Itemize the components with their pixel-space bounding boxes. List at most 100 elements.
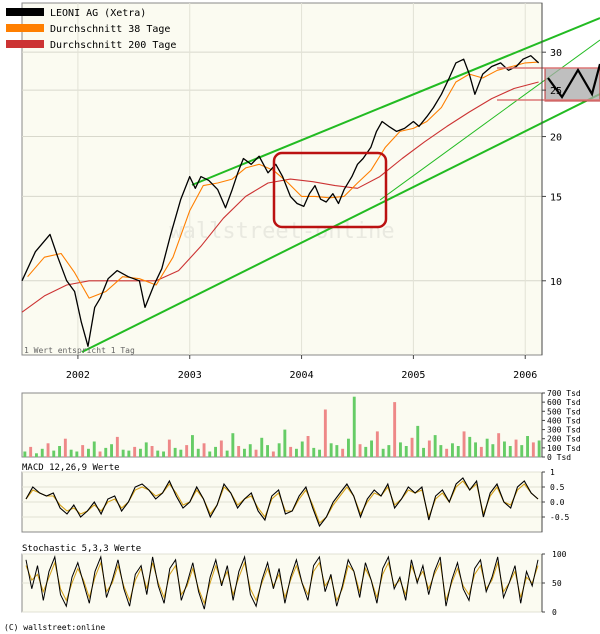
volume-bar bbox=[58, 446, 61, 457]
legend-swatch-1 bbox=[6, 24, 44, 32]
volume-bar bbox=[75, 451, 79, 457]
volume-bar bbox=[404, 446, 408, 457]
volume-bar bbox=[139, 448, 142, 457]
volume-bar bbox=[416, 425, 420, 457]
volume-bar bbox=[237, 446, 241, 457]
volume-bar bbox=[289, 446, 293, 457]
volume-bar bbox=[474, 442, 477, 457]
volume-bar bbox=[150, 446, 154, 457]
volume-bar bbox=[144, 442, 148, 457]
volume-bar bbox=[445, 448, 449, 457]
volume-bar bbox=[283, 429, 287, 457]
price-x-axis: 2002 2003 2004 2005 2006 bbox=[66, 355, 537, 381]
price-xtick-label-2002: 2002 bbox=[66, 370, 90, 381]
macd-line-macd bbox=[25, 477, 539, 528]
volume-bars bbox=[23, 396, 541, 457]
volume-bar bbox=[179, 449, 183, 457]
volume-ytick-label: 0 Tsd bbox=[547, 453, 571, 462]
volume-bar bbox=[23, 451, 27, 457]
stochastic-line-pct-K bbox=[25, 554, 539, 610]
volume-bar bbox=[456, 446, 460, 457]
volume-bar bbox=[451, 443, 454, 457]
highlight-rectangle bbox=[272, 151, 388, 229]
volume-ytick-label: 500 Tsd bbox=[547, 407, 581, 416]
volume-bar bbox=[243, 448, 246, 457]
volume-bar bbox=[399, 442, 402, 457]
volume-bar bbox=[318, 449, 321, 457]
volume-bar bbox=[520, 445, 524, 457]
volume-bar bbox=[410, 437, 414, 457]
projection-box bbox=[544, 67, 600, 102]
volume-bar bbox=[295, 448, 298, 457]
macd-ytick-label: 1 bbox=[550, 468, 555, 477]
highlight-box bbox=[272, 151, 388, 229]
volume-bar bbox=[196, 448, 200, 457]
volume-bar bbox=[387, 445, 391, 457]
volume-bar bbox=[63, 438, 67, 457]
volume-bar bbox=[503, 441, 506, 457]
volume-bar bbox=[219, 440, 223, 457]
price-y-axis: 10 15 20 25 30 bbox=[541, 3, 562, 355]
price-panel: wallstreet-online 10 15 20 25 30 2002 2003 200… bbox=[6, 2, 600, 381]
price-ytick-label-20: 20 bbox=[550, 133, 562, 144]
volume-bar bbox=[231, 433, 235, 457]
macd-title: MACD 12,26,9 Werte bbox=[22, 463, 120, 473]
volume-bar bbox=[508, 446, 512, 457]
price-ytick-label-25: 25 bbox=[550, 86, 562, 97]
volume-bar bbox=[156, 450, 160, 457]
volume-bar bbox=[479, 446, 483, 457]
volume-bar bbox=[191, 435, 194, 457]
volume-bar bbox=[347, 438, 350, 457]
stochastic-panel: Stochastic 5,3,3 Werte 100 50 0 bbox=[21, 544, 567, 617]
volume-bar bbox=[462, 431, 466, 457]
macd-ytick-label: -0.5 bbox=[550, 513, 569, 522]
volume-bar bbox=[173, 447, 177, 457]
volume-bar bbox=[335, 445, 339, 457]
volume-bar bbox=[433, 435, 437, 457]
volume-bar bbox=[352, 396, 356, 457]
series-line-1 bbox=[27, 61, 539, 299]
volume-bar bbox=[277, 443, 281, 457]
volume-bar bbox=[185, 445, 189, 457]
volume-ytick-label: 200 Tsd bbox=[547, 435, 581, 444]
volume-bar bbox=[358, 444, 362, 457]
volume-bar bbox=[115, 436, 119, 457]
legend-label-0: LEONI AG (Xetra) bbox=[50, 8, 146, 19]
price-ytick-label-30: 30 bbox=[550, 48, 562, 59]
macd-ytick-label: 0.5 bbox=[550, 483, 565, 492]
volume-bar bbox=[208, 451, 212, 457]
stochastic-title: Stochastic 5,3,3 Werte bbox=[22, 544, 141, 554]
volume-bar bbox=[364, 446, 368, 457]
macd-series bbox=[25, 477, 539, 528]
volume-bar bbox=[266, 445, 269, 457]
legend-swatch-2 bbox=[6, 40, 44, 48]
volume-bar bbox=[162, 451, 165, 457]
price-xtick-label-2004: 2004 bbox=[290, 370, 314, 381]
copyright: (C) wallstreet:online bbox=[4, 623, 105, 632]
volume-ytick-label: 600 Tsd bbox=[547, 398, 581, 407]
volume-bar bbox=[225, 450, 229, 457]
volume-plot-frame bbox=[21, 392, 543, 458]
volume-bar bbox=[526, 436, 529, 457]
volume-bar bbox=[370, 440, 373, 457]
price-ytick-label-10: 10 bbox=[550, 277, 562, 288]
volume-bar bbox=[35, 453, 38, 457]
watermark: wallstreet-online bbox=[169, 219, 394, 244]
volume-bar bbox=[121, 449, 125, 457]
volume-bar bbox=[485, 438, 489, 457]
price-ytick-label-15: 15 bbox=[550, 192, 562, 203]
volume-bar bbox=[491, 444, 495, 457]
volume-bar bbox=[329, 443, 333, 457]
series-line-0 bbox=[21, 55, 540, 347]
volume-bar bbox=[422, 447, 425, 457]
volume-bar bbox=[300, 441, 304, 457]
volume-bar bbox=[92, 441, 96, 457]
volume-bar bbox=[133, 446, 137, 457]
volume-bar bbox=[323, 409, 327, 457]
watermark-text: wallstreet-online bbox=[169, 219, 394, 244]
volume-bar bbox=[306, 436, 310, 457]
volume-bar bbox=[214, 446, 217, 457]
